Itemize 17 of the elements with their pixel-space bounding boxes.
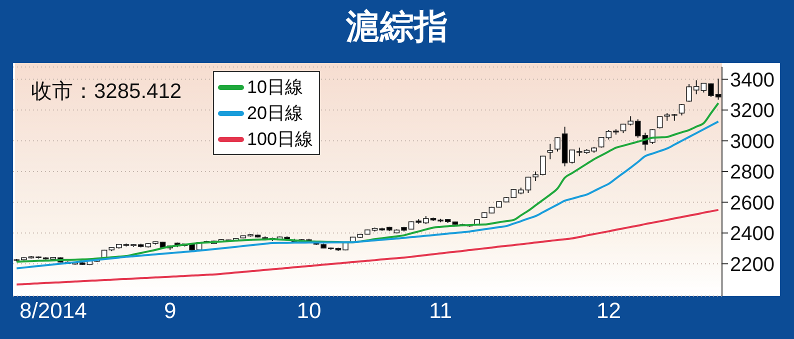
y-tick-label: 3400 xyxy=(730,69,774,92)
x-tick-label: 11 xyxy=(429,298,452,323)
y-tick-label: 2400 xyxy=(730,223,774,246)
y-tick-label: 3000 xyxy=(730,130,774,153)
y-tick-label: 2800 xyxy=(730,162,774,184)
legend-label: 10日線 xyxy=(247,76,304,99)
x-tick-label: 9 xyxy=(164,298,176,323)
legend-label: 100日線 xyxy=(247,128,314,151)
y-tick-label: 2600 xyxy=(730,192,774,214)
x-tick-label: 8/2014 xyxy=(20,298,87,323)
y-tick-label: 2200 xyxy=(730,254,774,276)
y-tick-label: 3200 xyxy=(730,100,774,122)
legend-label: 20日線 xyxy=(247,102,304,125)
chart-title: 滬綜指 xyxy=(344,7,449,48)
annotation: 收市：3285.412 xyxy=(31,79,182,105)
x-tick-label: 10 xyxy=(296,298,322,323)
x-tick-label: 12 xyxy=(596,298,621,323)
